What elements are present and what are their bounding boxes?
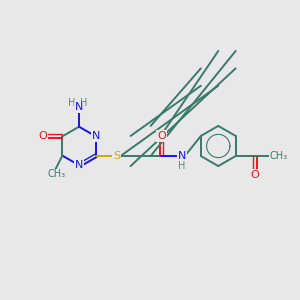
Text: CH₃: CH₃ [47, 169, 65, 179]
Text: N: N [75, 160, 83, 170]
Text: N: N [178, 151, 186, 160]
Text: O: O [38, 131, 47, 141]
Text: O: O [157, 131, 166, 141]
Text: N: N [92, 131, 100, 141]
Text: O: O [250, 170, 259, 180]
Text: H: H [80, 98, 88, 108]
Text: N: N [75, 102, 83, 112]
Text: CH₃: CH₃ [269, 151, 287, 161]
Text: S: S [113, 151, 120, 160]
Text: H: H [178, 161, 186, 171]
Text: H: H [68, 98, 75, 108]
